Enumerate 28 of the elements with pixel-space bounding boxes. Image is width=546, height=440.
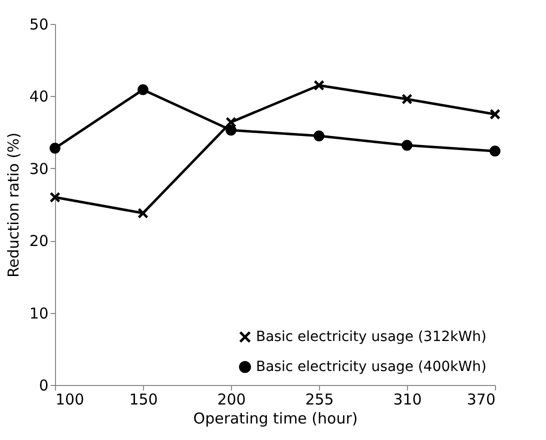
- y-tick-label: 30: [29, 160, 48, 178]
- y-tick-label: 20: [29, 232, 48, 250]
- point: [226, 124, 236, 136]
- point: [402, 94, 412, 105]
- y-tick-label: 50: [29, 16, 48, 34]
- legend-label: Basic electricity usage (312kWh): [256, 329, 486, 345]
- point: [50, 142, 60, 154]
- point: [490, 146, 500, 156]
- x-tick-label: 370: [466, 390, 496, 408]
- x-axis-title: Operating time (hour): [193, 410, 358, 428]
- point: [138, 208, 148, 219]
- x-tick-label: 200: [217, 390, 246, 408]
- point: [226, 116, 236, 128]
- y-tick-label: 10: [29, 304, 48, 322]
- x-tick-label: 100: [56, 390, 84, 408]
- point: [314, 80, 324, 91]
- legend-label: Basic electricity usage (400kWh): [256, 359, 486, 375]
- point: [490, 108, 500, 120]
- x-tick-label: 255: [305, 390, 334, 408]
- x-tick-label: 150: [129, 390, 158, 408]
- y-axis-title: Reduction ratio (%): [4, 132, 22, 278]
- x-tick-label: 310: [393, 390, 422, 408]
- point: [138, 84, 148, 96]
- point: [50, 192, 60, 203]
- y-tick-label: 0: [38, 376, 48, 394]
- y-tick-label: 40: [29, 88, 48, 106]
- point: [402, 140, 412, 151]
- point: [314, 130, 324, 142]
